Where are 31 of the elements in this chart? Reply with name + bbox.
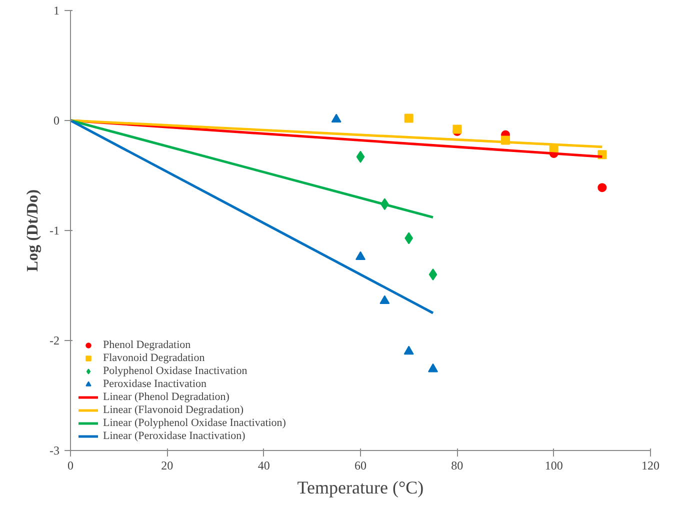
legend-label: Linear (Phenol Degradation) (103, 391, 230, 403)
x-tick-label: 100 (544, 458, 563, 472)
point (404, 114, 414, 123)
legend-label: Linear (Polyphenol Oxidase Inactivation) (103, 417, 286, 429)
point (380, 295, 390, 304)
y-tick-label: -2 (50, 334, 60, 348)
point (452, 124, 462, 134)
y-tick-label: -1 (50, 224, 60, 238)
x-tick-label: 60 (354, 458, 366, 472)
legend-label: Polyphenol Oxidase Inactivation (103, 365, 248, 377)
x-tick-label: 120 (642, 458, 660, 472)
x-tick-label: 0 (68, 458, 74, 472)
y-tick-label: -3 (50, 444, 60, 458)
x-axis-title: Temperature (°C) (297, 478, 424, 498)
legend-label: Peroxidase Inactivation (103, 378, 207, 390)
legend-label: Flavonoid Degradation (103, 352, 205, 364)
y-tick-label: 1 (54, 4, 60, 18)
y-axis-title: Log (Dt/Do) (24, 189, 42, 272)
y-tick-label: 0 (54, 114, 60, 128)
legend-label: Phenol Degradation (103, 339, 191, 351)
point (428, 268, 438, 280)
legend-label: Linear (Flavonoid Degradation) (103, 404, 244, 416)
point (356, 150, 365, 163)
x-tick-label: 20 (161, 458, 174, 472)
point (356, 251, 366, 260)
x-tick-label: 40 (258, 458, 270, 472)
point (428, 363, 438, 372)
x-tick-label: 80 (451, 458, 464, 472)
legend-label: Linear (Peroxidase Inactivation) (103, 430, 246, 442)
point (404, 346, 414, 355)
point (598, 183, 607, 192)
